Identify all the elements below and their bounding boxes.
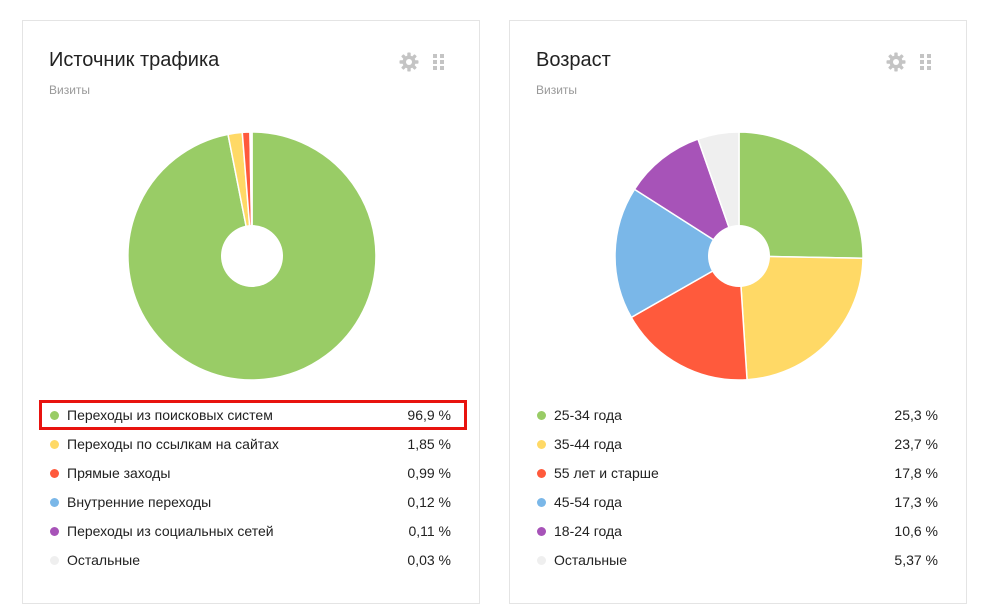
legend-swatch: [537, 469, 546, 478]
widget-traffic-source: Источник трафика Визиты: [22, 20, 480, 604]
donut-hole: [708, 225, 770, 287]
pie-slice[interactable]: [630, 255, 748, 381]
pie-chart: [127, 131, 377, 381]
legend-swatch: [50, 556, 59, 565]
legend-item[interactable]: 18-24 года 10,6 %: [524, 517, 954, 546]
legend-item[interactable]: Внутренние переходы 0,12 %: [37, 488, 467, 517]
legend-label: Переходы по ссылкам на сайтах: [67, 436, 279, 452]
legend-value: 1,85 %: [407, 436, 451, 452]
gear-icon[interactable]: [399, 52, 419, 72]
legend-value: 5,37 %: [894, 552, 938, 568]
legend-value: 10,6 %: [894, 523, 938, 539]
chart-legend: 25-34 года 25,3 % 35-44 года 23,7 % 55 лет…: [524, 401, 954, 575]
legend-label: Переходы из социальных сетей: [67, 523, 274, 539]
widget-controls: [399, 52, 449, 72]
legend-label: Остальные: [554, 552, 627, 568]
pie-chart: [614, 131, 864, 381]
legend-value: 23,7 %: [894, 436, 938, 452]
legend-label: Остальные: [67, 552, 140, 568]
pie-slice[interactable]: [697, 131, 740, 257]
legend-label: Переходы из поисковых систем: [67, 407, 273, 423]
legend-item[interactable]: Переходы по ссылкам на сайтах 1,85 %: [37, 430, 467, 459]
legend-swatch: [50, 527, 59, 536]
legend-value: 0,11 %: [408, 523, 451, 539]
legend-item[interactable]: Переходы из поисковых систем 96,9 %: [37, 401, 467, 430]
legend-swatch: [537, 527, 546, 536]
legend-swatch: [50, 411, 59, 420]
drag-handle-icon[interactable]: [429, 52, 449, 72]
widget-subtitle: Визиты: [49, 83, 91, 97]
legend-item[interactable]: Остальные 5,37 %: [524, 546, 954, 575]
legend-value: 0,12 %: [407, 494, 451, 510]
legend-value: 0,99 %: [407, 465, 451, 481]
legend-item[interactable]: 35-44 года 23,7 %: [524, 430, 954, 459]
widget-subtitle: Визиты: [536, 83, 578, 97]
widget-controls: [886, 52, 936, 72]
legend-swatch: [50, 498, 59, 507]
widget-title: Источник трафика: [49, 49, 220, 71]
legend-item[interactable]: 25-34 года 25,3 %: [524, 401, 954, 430]
drag-handle-icon[interactable]: [916, 52, 936, 72]
legend-swatch: [50, 469, 59, 478]
legend-label: 35-44 года: [554, 436, 622, 452]
legend-item[interactable]: Переходы из социальных сетей 0,11 %: [37, 517, 467, 546]
legend-value: 96,9 %: [407, 407, 451, 423]
legend-label: 18-24 года: [554, 523, 622, 539]
pie-slice[interactable]: [738, 255, 864, 381]
legend-swatch: [50, 440, 59, 449]
legend-item[interactable]: Прямые заходы 0,99 %: [37, 459, 467, 488]
legend-swatch: [537, 556, 546, 565]
legend-value: 0,03 %: [407, 552, 451, 568]
pie-slice[interactable]: [614, 188, 740, 319]
legend-swatch: [537, 498, 546, 507]
legend-item[interactable]: 55 лет и старше 17,8 %: [524, 459, 954, 488]
legend-label: Внутренние переходы: [67, 494, 212, 510]
pie-slice[interactable]: [738, 131, 864, 259]
widget-title: Возраст: [536, 49, 611, 71]
legend-label: Прямые заходы: [67, 465, 171, 481]
pie-slice[interactable]: [633, 138, 740, 257]
legend-swatch: [537, 440, 546, 449]
legend-swatch: [537, 411, 546, 420]
widget-age: Возраст Визиты: [509, 20, 967, 604]
legend-value: 25,3 %: [894, 407, 938, 423]
gear-icon[interactable]: [886, 52, 906, 72]
legend-label: 45-54 года: [554, 494, 622, 510]
legend-label: 25-34 года: [554, 407, 622, 423]
chart-legend: Переходы из поисковых систем 96,9 % Перех…: [37, 401, 467, 575]
legend-value: 17,8 %: [894, 465, 938, 481]
legend-item[interactable]: Остальные 0,03 %: [37, 546, 467, 575]
legend-label: 55 лет и старше: [554, 465, 659, 481]
legend-item[interactable]: 45-54 года 17,3 %: [524, 488, 954, 517]
legend-value: 17,3 %: [894, 494, 938, 510]
donut-hole: [221, 225, 283, 287]
